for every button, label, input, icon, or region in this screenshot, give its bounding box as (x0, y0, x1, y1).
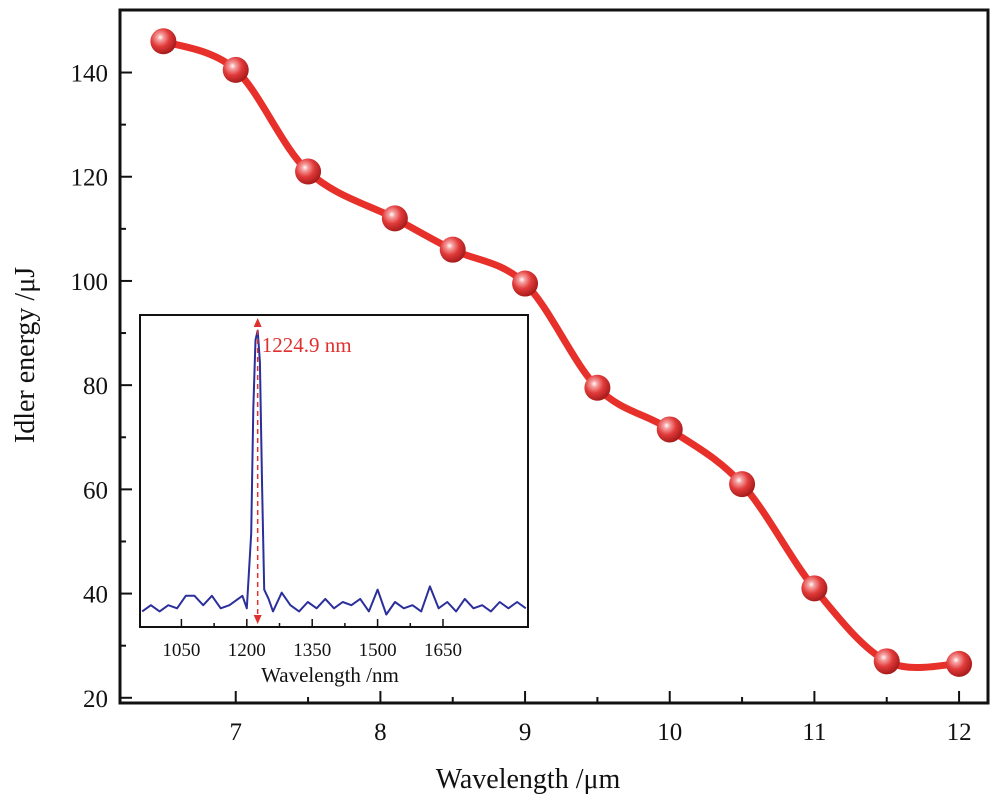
inset-x-tick-label: 1350 (293, 640, 331, 661)
data-point (439, 236, 466, 263)
y-tick-label: 140 (71, 61, 109, 88)
inset-x-axis-title: Wavelength /nm (261, 663, 399, 687)
peak-annotation: 1224.9 nm (262, 333, 352, 357)
y-axis-title: Idler energy /μJ (10, 267, 41, 443)
x-tick-label: 9 (519, 719, 532, 746)
inset-x-tick-label: 1050 (162, 640, 200, 661)
data-point (512, 270, 539, 297)
main-series (150, 28, 973, 677)
inset-x-tick-label: 1500 (359, 640, 397, 661)
inset-x-tick-label: 1200 (228, 640, 266, 661)
y-tick-label: 20 (83, 686, 108, 713)
data-point (584, 374, 611, 401)
data-point (381, 205, 408, 232)
data-point (729, 471, 756, 498)
x-tick-label: 12 (947, 719, 972, 746)
inset-series-line (141, 329, 527, 616)
data-point (222, 56, 249, 83)
inset-axis-ticks: 1050 1200 1350 1500 1650 (162, 619, 462, 661)
main-axis-ticks: 7 8 9 10 11 12 20 40 60 80 100 120 140 (71, 61, 972, 746)
y-tick-label: 80 (83, 373, 108, 400)
x-tick-label: 11 (802, 719, 826, 746)
x-axis-title: Wavelength /μm (436, 764, 621, 795)
peak-arrow-up (253, 318, 262, 327)
data-point (295, 158, 322, 185)
plot-frame (118, 8, 990, 705)
data-point (873, 648, 900, 675)
inset-series (141, 318, 527, 624)
data-point (946, 650, 973, 677)
data-point (150, 28, 177, 55)
y-tick-label: 100 (71, 269, 109, 296)
x-tick-label: 10 (657, 719, 682, 746)
inset-x-tick-label: 1650 (424, 640, 462, 661)
peak-arrow-down (253, 615, 262, 624)
x-tick-label: 8 (374, 719, 387, 746)
y-tick-label: 40 (83, 582, 108, 609)
inset-chart: 1050 1200 1350 1500 1650 Wavelength /nm 1224… (139, 314, 529, 687)
y-tick-label: 120 (71, 165, 109, 192)
x-tick-label: 7 (229, 719, 242, 746)
y-tick-label: 60 (83, 477, 108, 504)
inset-frame (139, 314, 529, 628)
data-point (656, 416, 683, 443)
data-point (801, 575, 828, 602)
